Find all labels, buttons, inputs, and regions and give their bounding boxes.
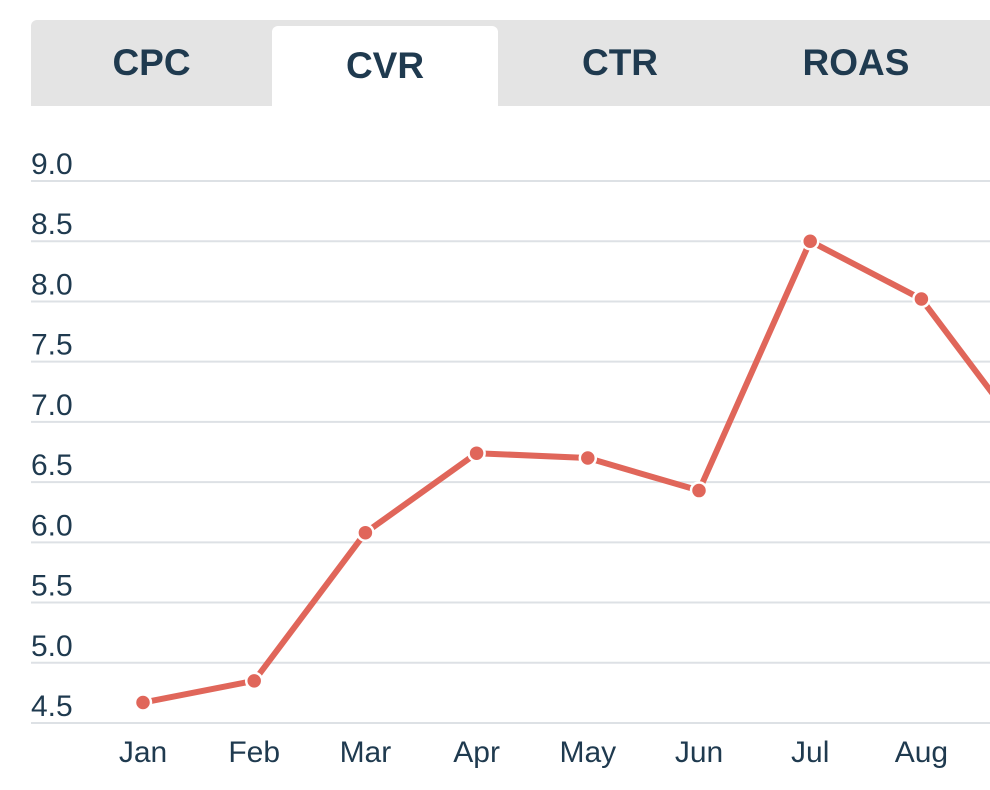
tab-ctr[interactable]: CTR bbox=[581, 42, 659, 83]
data-point bbox=[133, 693, 153, 712]
tab-cvr[interactable]: CVR bbox=[272, 26, 498, 106]
data-point bbox=[356, 523, 375, 542]
data-point bbox=[578, 448, 598, 468]
x-tick-label: Apr bbox=[453, 736, 500, 769]
y-tick-label: 7.0 bbox=[31, 389, 73, 422]
y-tick-label: 9.0 bbox=[31, 148, 73, 181]
x-tick-label: Jan bbox=[119, 736, 167, 769]
y-tick-label: 8.0 bbox=[31, 268, 73, 301]
y-tick-label: 7.5 bbox=[31, 329, 73, 362]
x-tick-label: Jun bbox=[675, 736, 723, 769]
y-tick-label: 5.0 bbox=[31, 630, 73, 663]
x-tick-label: Aug bbox=[895, 736, 948, 769]
tab-roas[interactable]: ROAS bbox=[802, 42, 910, 83]
x-tick-label: May bbox=[559, 736, 616, 769]
data-point bbox=[689, 481, 709, 500]
data-point bbox=[467, 443, 486, 463]
data-point bbox=[912, 289, 931, 309]
x-tick-label: Feb bbox=[228, 736, 280, 769]
data-point bbox=[800, 231, 820, 251]
data-point bbox=[244, 671, 264, 691]
x-tick-label: Mar bbox=[340, 736, 392, 769]
y-tick-label: 6.0 bbox=[31, 509, 73, 542]
y-tick-label: 5.5 bbox=[31, 570, 73, 603]
x-tick-label: Jul bbox=[791, 736, 829, 769]
y-tick-label: 4.5 bbox=[31, 690, 73, 723]
y-tick-label: 6.5 bbox=[31, 449, 73, 482]
metric-tabs: CPC CVR CTR ROAS bbox=[31, 20, 990, 106]
series-line bbox=[142, 238, 990, 706]
y-tick-label: 8.5 bbox=[31, 208, 73, 241]
tab-cpc[interactable]: CPC bbox=[112, 42, 191, 83]
